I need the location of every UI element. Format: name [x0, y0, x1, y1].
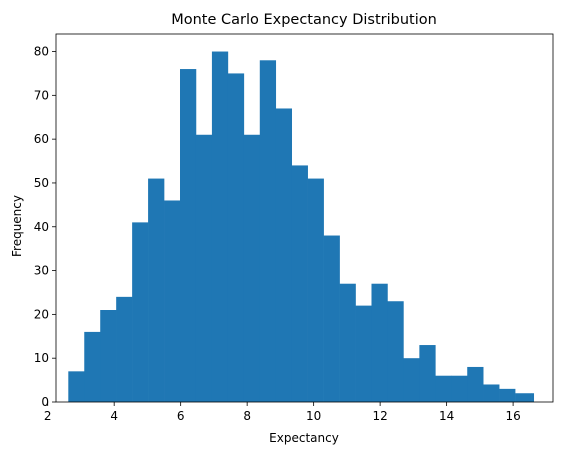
- histogram-bar: [403, 358, 420, 402]
- histogram-bar: [195, 134, 213, 402]
- histogram-bar: [339, 283, 356, 402]
- histogram-bar: [148, 178, 165, 402]
- y-tick-label: 40: [34, 220, 49, 234]
- histogram-bar: [227, 73, 245, 402]
- histogram-bar: [435, 375, 452, 402]
- x-tick-label: 14: [439, 409, 454, 423]
- y-tick-label: 70: [34, 88, 49, 102]
- chart-title: Monte Carlo Expectancy Distribution: [171, 12, 437, 28]
- bars-group: [68, 51, 535, 403]
- y-tick-label: 60: [34, 132, 49, 146]
- x-tick-label: 8: [243, 409, 251, 423]
- histogram-bar: [100, 310, 117, 402]
- y-tick-label: 20: [34, 307, 49, 321]
- histogram-bar: [211, 51, 229, 403]
- y-tick-label: 0: [41, 395, 49, 409]
- x-tick-label: 2: [44, 409, 52, 423]
- histogram-bar: [68, 371, 85, 402]
- histogram-bar: [419, 345, 436, 402]
- histogram-bar: [116, 296, 133, 402]
- x-tick-label: 6: [177, 409, 185, 423]
- histogram-bar: [387, 301, 404, 402]
- histogram-bar: [291, 165, 308, 402]
- histogram-bar: [132, 222, 149, 402]
- x-tick-label: 12: [372, 409, 387, 423]
- y-axis-label: Frequency: [10, 195, 24, 257]
- histogram-bar: [307, 178, 324, 402]
- x-tick-label: 4: [110, 409, 118, 423]
- y-tick-label: 50: [34, 176, 49, 190]
- y-tick-label: 30: [34, 264, 49, 278]
- x-tick-label: 10: [306, 409, 321, 423]
- histogram-bar: [467, 366, 484, 402]
- histogram-bar: [515, 393, 532, 402]
- y-axis-ticks: 0 10 20 30 40 50 60 70 80: [34, 45, 56, 409]
- plot-frame: [55, 33, 554, 403]
- histogram-bar: [451, 375, 468, 402]
- histogram-bar: [483, 384, 500, 402]
- histogram-bar: [531, 393, 535, 402]
- histogram-bar: [355, 305, 372, 402]
- y-tick-label: 10: [34, 351, 49, 365]
- x-tick-label: 16: [505, 409, 520, 423]
- histogram-bar: [275, 108, 293, 402]
- histogram-bar: [323, 235, 340, 402]
- x-axis-label: Expectancy: [269, 431, 339, 445]
- histogram-bar: [180, 69, 197, 403]
- histogram-bar: [371, 283, 388, 402]
- histogram-bar: [164, 200, 181, 402]
- histogram-bar: [243, 134, 261, 402]
- histogram-bar: [499, 388, 516, 402]
- histogram-bar: [84, 331, 101, 402]
- y-tick-label: 80: [34, 45, 49, 59]
- x-axis-ticks: 2 4 6 8 10 12 14 16: [44, 402, 521, 423]
- histogram-bar: [259, 60, 277, 403]
